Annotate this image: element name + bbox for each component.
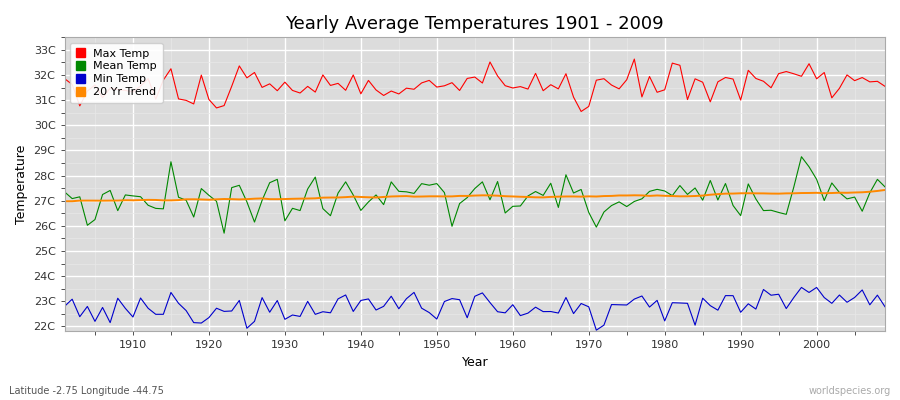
Max Temp <box>287 88 298 93</box>
Max Temp <box>629 57 640 62</box>
20 Yr Trend <box>67 199 77 204</box>
X-axis label: Year: Year <box>462 356 488 369</box>
Mean Temp <box>606 203 616 208</box>
20 Yr Trend <box>59 199 70 204</box>
Min Temp <box>796 285 806 290</box>
Max Temp <box>500 83 510 88</box>
Legend: Max Temp, Mean Temp, Min Temp, 20 Yr Trend: Max Temp, Mean Temp, Min Temp, 20 Yr Tre… <box>70 43 163 103</box>
Min Temp <box>591 328 602 332</box>
Mean Temp <box>879 184 890 189</box>
20 Yr Trend <box>515 194 526 199</box>
Mean Temp <box>796 154 806 159</box>
Min Temp <box>879 304 890 309</box>
Mean Temp <box>294 208 305 213</box>
Min Temp <box>508 302 518 307</box>
Max Temp <box>120 88 130 93</box>
Mean Temp <box>515 204 526 208</box>
Max Temp <box>879 84 890 89</box>
Mean Temp <box>59 190 70 194</box>
Min Temp <box>333 296 344 301</box>
Min Temp <box>287 313 298 318</box>
Max Temp <box>508 86 518 90</box>
Y-axis label: Temperature: Temperature <box>15 145 28 224</box>
Max Temp <box>333 81 344 86</box>
20 Yr Trend <box>340 195 351 200</box>
Mean Temp <box>508 204 518 209</box>
Line: 20 Yr Trend: 20 Yr Trend <box>65 190 885 201</box>
Mean Temp <box>120 192 130 197</box>
20 Yr Trend <box>879 188 890 192</box>
20 Yr Trend <box>128 198 139 203</box>
Line: Min Temp: Min Temp <box>65 288 885 330</box>
Min Temp <box>120 306 130 311</box>
Title: Yearly Average Temperatures 1901 - 2009: Yearly Average Temperatures 1901 - 2009 <box>285 15 664 33</box>
20 Yr Trend <box>294 196 305 201</box>
Max Temp <box>576 109 587 114</box>
Max Temp <box>606 83 616 88</box>
Line: Max Temp: Max Temp <box>65 59 885 112</box>
Min Temp <box>606 302 616 307</box>
Line: Mean Temp: Mean Temp <box>65 157 885 233</box>
Min Temp <box>59 304 70 309</box>
Mean Temp <box>340 180 351 184</box>
20 Yr Trend <box>508 194 518 199</box>
Text: Latitude -2.75 Longitude -44.75: Latitude -2.75 Longitude -44.75 <box>9 386 164 396</box>
Text: worldspecies.org: worldspecies.org <box>809 386 891 396</box>
20 Yr Trend <box>606 194 616 198</box>
Mean Temp <box>219 231 230 236</box>
Max Temp <box>59 76 70 81</box>
Min Temp <box>500 310 510 315</box>
